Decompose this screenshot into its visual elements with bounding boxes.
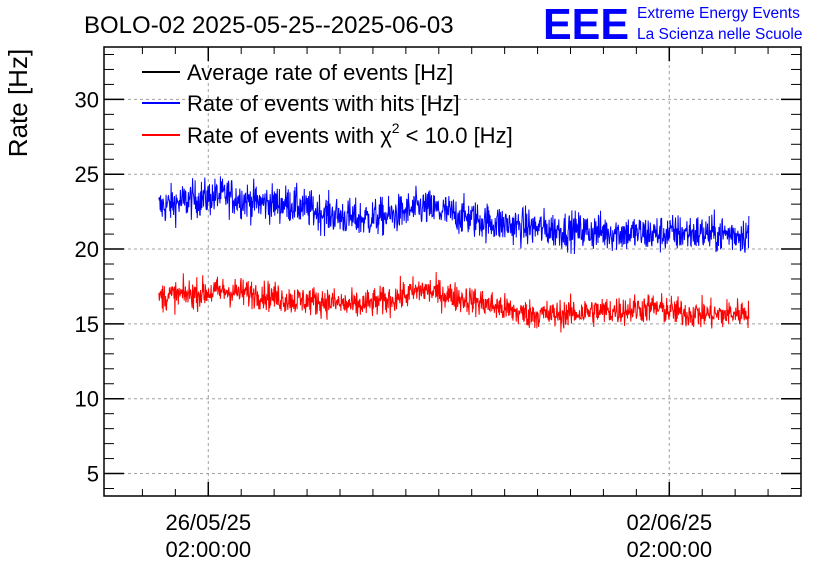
eee-logo: EEE Extreme Energy Events La Scienza nel… — [543, 0, 802, 49]
axis-ticks: 5101520253026/05/2502:00:0002/06/2502:00… — [75, 47, 802, 562]
series-line-2 — [158, 271, 750, 333]
x-tick-time-label: 02:00:00 — [626, 537, 712, 562]
logo-line1: Extreme Energy Events — [637, 5, 800, 22]
grid-lines — [104, 47, 801, 496]
y-tick-label: 30 — [75, 87, 99, 112]
series-layer — [158, 176, 750, 333]
y-axis-label: Rate [Hz] — [3, 49, 33, 157]
legend-label-average: Average rate of events [Hz] — [187, 60, 453, 85]
legend: Average rate of events [Hz] Rate of even… — [142, 60, 513, 148]
logo-line2: La Scienza nelle Scuole — [637, 26, 802, 43]
plot-frame — [103, 46, 802, 497]
legend-label-chi2: Rate of events with χ2 < 10.0 [Hz] — [187, 120, 513, 148]
series-line-1 — [158, 176, 750, 255]
y-tick-label: 25 — [75, 162, 99, 187]
x-tick-time-label: 02:00:00 — [165, 537, 251, 562]
legend-chi2-main: Rate of events with χ — [187, 123, 392, 148]
y-tick-label: 20 — [75, 237, 99, 262]
y-tick-label: 10 — [75, 387, 99, 412]
logo-letters: EEE — [543, 0, 629, 49]
legend-chi2-sup: 2 — [392, 120, 400, 136]
y-tick-label: 15 — [75, 312, 99, 337]
chart-title: BOLO-02 2025-05-25--2025-06-03 — [84, 12, 454, 39]
legend-chi2-tail: < 10.0 [Hz] — [400, 123, 513, 148]
x-tick-date-label: 26/05/25 — [165, 510, 251, 535]
legend-label-hits: Rate of events with hits [Hz] — [187, 91, 460, 116]
x-tick-date-label: 02/06/25 — [626, 510, 712, 535]
y-tick-label: 5 — [87, 462, 99, 487]
